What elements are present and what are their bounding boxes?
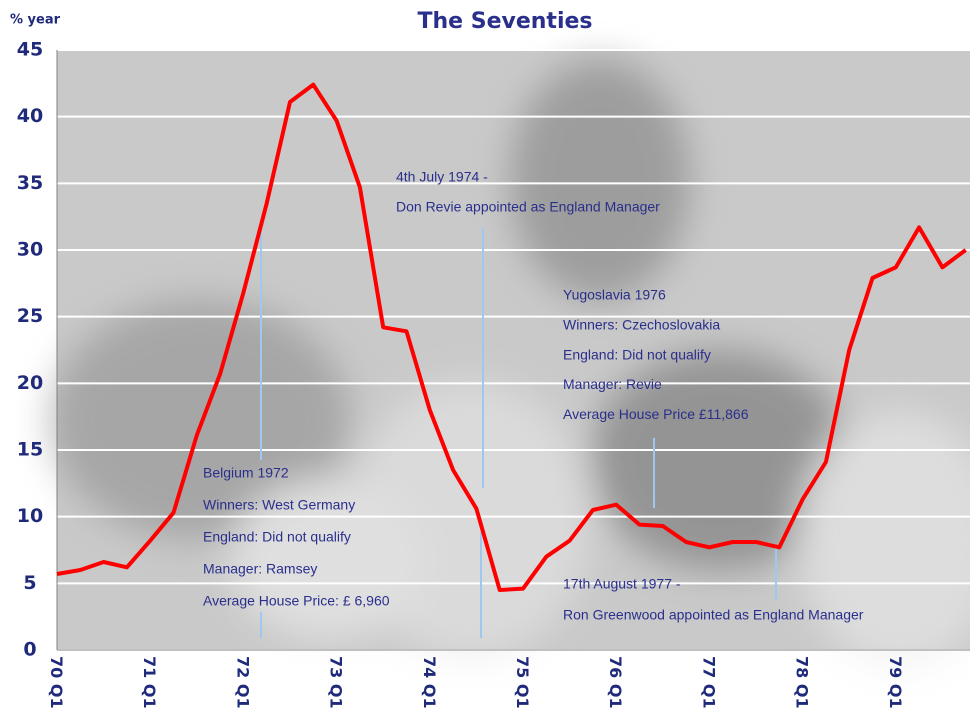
chart-title: The Seventies <box>417 9 592 34</box>
annotation-text: Average House Price: £ 6,960 <box>203 593 390 609</box>
annotation-connectors <box>260 228 777 638</box>
y-tick-label: 35 <box>17 172 43 194</box>
annotation-text: Ron Greenwood appointed as England Manag… <box>563 607 864 623</box>
annotation-text: Don Revie appointed as England Manager <box>396 199 660 215</box>
x-tick-label: 74 Q1 <box>420 656 439 709</box>
y-tick-label: 30 <box>17 239 43 261</box>
annotation-text: 17th August 1977 - <box>563 576 681 592</box>
y-tick-label: 10 <box>17 505 43 527</box>
annotation-text: Manager: Ramsey <box>203 561 317 577</box>
y-tick-label: 20 <box>17 372 43 394</box>
annotation-text: 4th July 1974 - <box>396 169 488 185</box>
annotation-text: Yugoslavia 1976 <box>563 287 666 303</box>
x-tick-label: 77 Q1 <box>699 656 718 709</box>
y-tick-label: 15 <box>17 439 43 461</box>
annotation-text: Winners: West Germany <box>203 497 355 513</box>
x-tick-label: 78 Q1 <box>793 656 812 709</box>
y-tick-label: 25 <box>17 305 43 327</box>
annotation-text: Belgium 1972 <box>203 465 289 481</box>
x-tick-label: 70 Q1 <box>47 656 66 709</box>
annotation-text: England: Did not qualify <box>203 529 351 545</box>
y-tick-label: 0 <box>23 639 36 661</box>
y-tick-label: 40 <box>17 105 43 127</box>
x-tick-label: 79 Q1 <box>886 656 905 709</box>
x-tick-label: 73 Q1 <box>327 656 346 709</box>
annotation-text: Average House Price £11,866 <box>563 406 749 422</box>
x-tick-label: 75 Q1 <box>513 656 532 709</box>
y-tick-label: 5 <box>23 572 36 594</box>
y-tick-label: 45 <box>17 39 43 61</box>
annotation-text: Manager: Revie <box>563 376 662 392</box>
annotation-text: England: Did not qualify <box>563 346 711 362</box>
x-tick-label: 72 Q1 <box>233 656 252 709</box>
annotation-text: Winners: Czechoslovakia <box>563 317 720 333</box>
data-line <box>56 82 967 592</box>
y-axis-label: % year <box>10 13 61 28</box>
x-tick-label: 76 Q1 <box>606 656 625 709</box>
x-tick-label: 71 Q1 <box>140 656 159 709</box>
